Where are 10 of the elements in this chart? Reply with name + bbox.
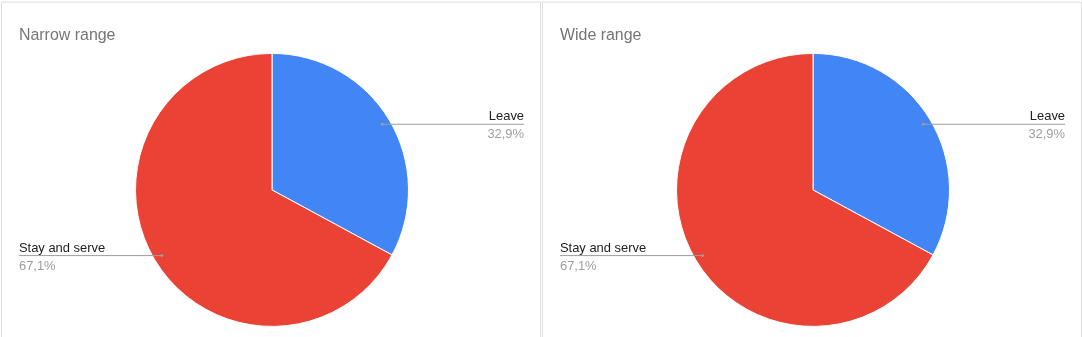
data-label: 67,1% [559,257,598,273]
slice-label: Stay and serve [559,239,647,255]
data-label: 32,9% [1028,126,1066,142]
slice-label: Leave [1029,108,1066,124]
slice-label: Stay and serve [18,239,106,255]
slice-label: Leave [488,108,525,124]
chart-title: Wide range [559,26,642,44]
chart-title: Narrow range [18,26,116,44]
data-label: 67,1% [18,257,57,273]
data-label: 32,9% [487,126,525,142]
